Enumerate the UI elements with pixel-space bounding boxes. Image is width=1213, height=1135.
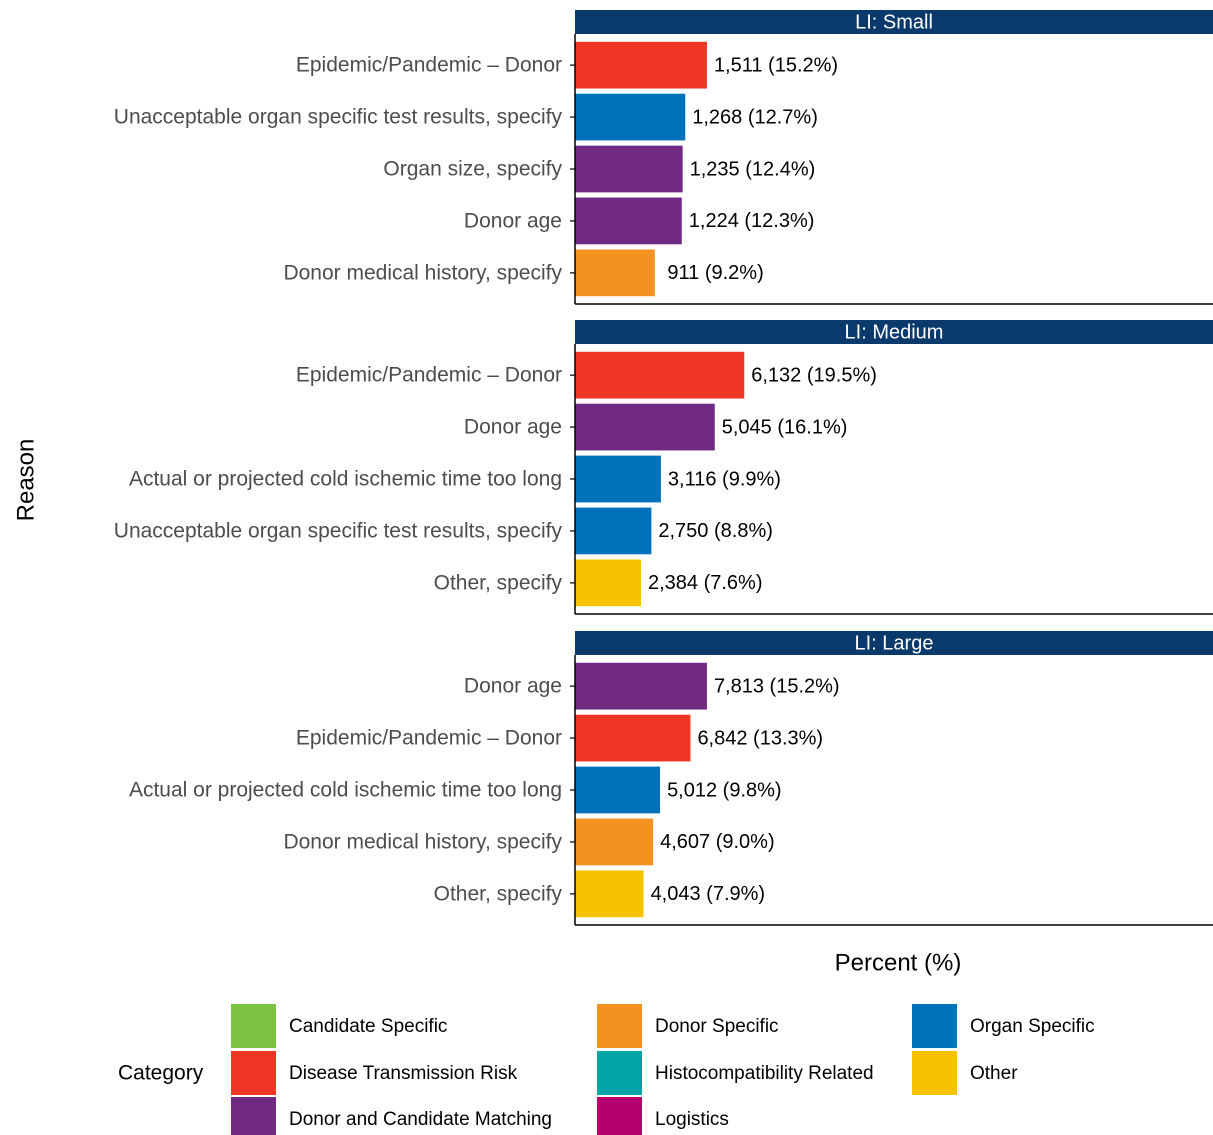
y-tick-label: Donor age <box>464 209 562 232</box>
y-tick-label: Organ size, specify <box>383 158 562 181</box>
y-axis-label: Reason <box>12 439 39 522</box>
legend-key <box>912 1051 957 1095</box>
legend-label: Donor Specific <box>655 1016 779 1037</box>
facet-strip <box>575 320 1213 344</box>
y-tick-label: Donor medical history, specify <box>283 261 562 284</box>
y-tick-label: Other, specify <box>434 882 563 905</box>
bar <box>575 455 661 503</box>
bar <box>575 818 654 866</box>
facet-strip <box>575 631 1213 655</box>
legend-label: Other <box>970 1063 1018 1084</box>
bar <box>575 93 686 141</box>
bar <box>575 403 715 451</box>
bar <box>575 507 652 555</box>
bar <box>575 766 661 814</box>
legend-key <box>231 1097 276 1135</box>
value-label: 5,045 (16.1%) <box>722 416 848 438</box>
value-label: 4,607 (9.0%) <box>660 831 775 853</box>
value-label: 1,268 (12.7%) <box>692 106 818 128</box>
facet-title: LI: Small <box>855 11 933 33</box>
value-label: 3,116 (9.9%) <box>668 468 781 490</box>
bar <box>575 714 691 762</box>
legend-key <box>597 1004 642 1048</box>
bar <box>575 197 682 245</box>
legend-label: Histocompatibility Related <box>655 1063 874 1084</box>
legend-key <box>597 1051 642 1095</box>
legend-key <box>231 1051 276 1095</box>
y-tick-label: Epidemic/Pandemic – Donor <box>296 54 562 77</box>
value-label: 4,043 (7.9%) <box>651 883 766 905</box>
value-label: 6,132 (19.5%) <box>751 364 877 386</box>
facet-title: LI: Large <box>855 632 934 654</box>
y-tick-label: Donor medical history, specify <box>283 830 562 853</box>
y-tick-label: Other, specify <box>434 571 563 594</box>
bar <box>575 870 644 918</box>
facet-strip <box>575 10 1213 34</box>
bar <box>575 41 707 89</box>
y-tick-label: Epidemic/Pandemic – Donor <box>296 364 562 387</box>
value-label: 911 (9.2%) <box>662 262 764 284</box>
legend-label: Organ Specific <box>970 1016 1095 1037</box>
value-label: 2,750 (8.8%) <box>658 520 773 542</box>
y-tick-label: Unacceptable organ specific test results… <box>114 106 563 129</box>
y-tick-label: Actual or projected cold ischemic time t… <box>129 468 562 491</box>
legend-label: Disease Transmission Risk <box>289 1063 518 1084</box>
value-label: 1,235 (12.4%) <box>690 158 816 180</box>
legend-title: Category <box>118 1062 204 1085</box>
y-tick-label: Donor age <box>464 675 562 698</box>
legend-key <box>597 1097 642 1135</box>
value-label: 6,842 (13.3%) <box>697 727 823 749</box>
bar <box>575 662 707 710</box>
bar <box>575 559 641 607</box>
value-label: 5,012 (9.8%) <box>667 779 782 801</box>
bar <box>575 145 683 193</box>
legend-label: Logistics <box>655 1109 729 1130</box>
value-label: 2,384 (7.6%) <box>648 572 763 594</box>
value-label: 1,224 (12.3%) <box>689 210 815 232</box>
legend-key <box>912 1004 957 1048</box>
legend-label: Donor and Candidate Matching <box>289 1109 552 1130</box>
legend-label: Candidate Specific <box>289 1016 447 1037</box>
y-tick-label: Unacceptable organ specific test results… <box>114 519 563 542</box>
y-tick-label: Actual or projected cold ischemic time t… <box>129 779 562 802</box>
bar <box>575 249 655 297</box>
x-axis-label: Percent (%) <box>835 949 962 976</box>
legend-key <box>231 1004 276 1048</box>
value-label: 1,511 (15.2%) <box>714 54 838 76</box>
y-tick-label: Donor age <box>464 416 562 439</box>
bar <box>575 351 745 399</box>
y-tick-label: Epidemic/Pandemic – Donor <box>296 727 562 750</box>
facet-title: LI: Medium <box>845 321 944 343</box>
value-label: 7,813 (15.2%) <box>714 675 840 697</box>
